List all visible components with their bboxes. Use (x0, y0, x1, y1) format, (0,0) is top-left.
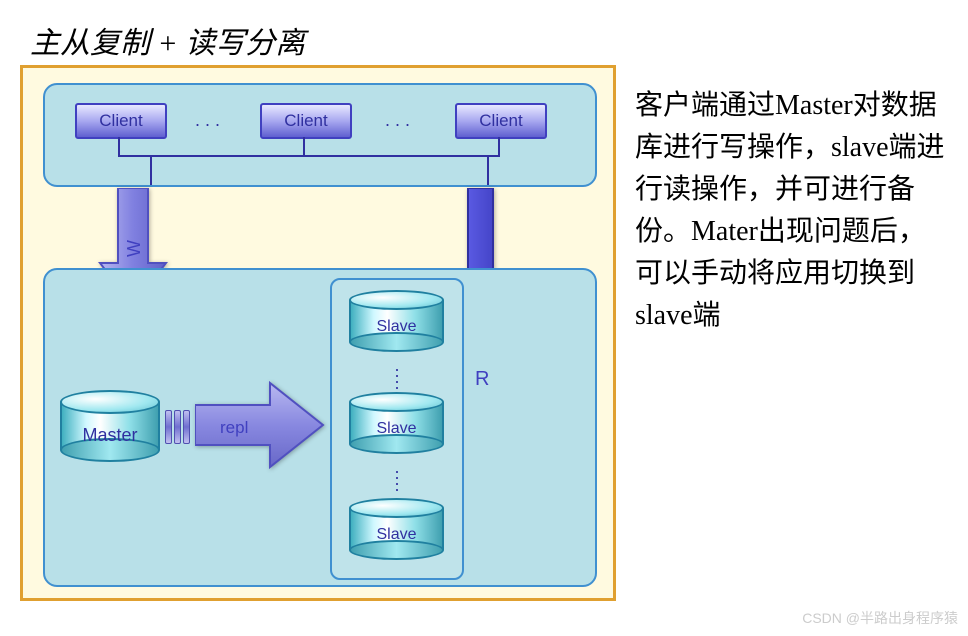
slave-db-3: Slave (349, 498, 444, 560)
connector-down-w (150, 157, 152, 185)
vdots-1: .... (390, 362, 404, 386)
slave-label: Slave (349, 420, 444, 438)
repl-arrow-label: repl (220, 418, 248, 438)
slave-label: Slave (349, 526, 444, 544)
client-node-1: Client (75, 103, 167, 139)
repl-arrow (195, 375, 325, 475)
read-arrow-label: R (475, 368, 489, 391)
client-panel: Client . . . Client . . . Client (43, 83, 597, 187)
client-node-3: Client (455, 103, 547, 139)
slave-label: Slave (349, 318, 444, 336)
ellipsis-2: . . . (385, 110, 410, 131)
description-text: 客户端通过Master对数据库进行写操作，slave端进行读操作，并可进行备份。… (635, 85, 945, 337)
master-label: Master (60, 425, 160, 446)
slave-db-1: Slave (349, 290, 444, 352)
vdots-2: .... (390, 464, 404, 488)
connector-down-r (487, 157, 489, 185)
ellipsis-1: . . . (195, 110, 220, 131)
slave-db-2: Slave (349, 392, 444, 454)
connector (303, 137, 305, 157)
connector (118, 137, 120, 157)
page-title: 主从复制 + 读写分离 (30, 18, 305, 62)
diagram-outer-box: Client . . . Client . . . Client W (20, 65, 616, 601)
client-node-2: Client (260, 103, 352, 139)
connector (498, 137, 500, 157)
write-arrow-label: W (124, 240, 145, 257)
watermark: CSDN @半路出身程序猿 (802, 608, 958, 628)
connector-bus (118, 155, 500, 157)
db-panel: Master repl (43, 268, 597, 587)
master-db: Master (60, 390, 160, 460)
slave-group: Slave .... Slave .... Slave (330, 278, 464, 580)
